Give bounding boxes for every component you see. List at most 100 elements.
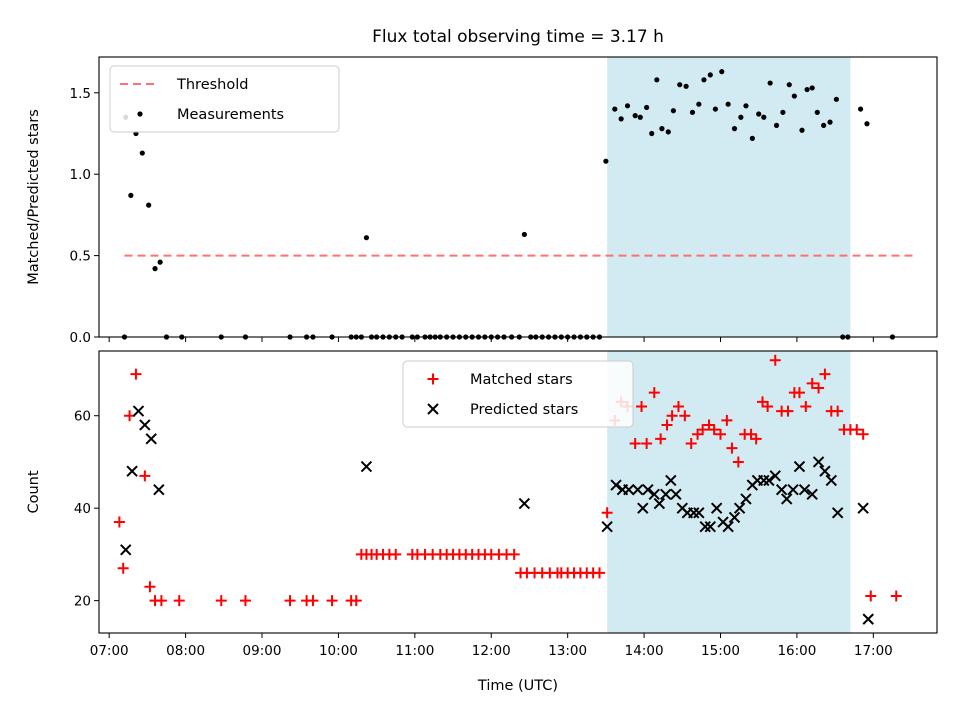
chart1-series-0-point: [806, 377, 818, 389]
chart0-series-1-point: [665, 129, 671, 135]
chart0-series-1-point: [725, 101, 731, 107]
chart0-series-1-point: [677, 82, 683, 88]
chart1-series-0-point: [661, 419, 673, 431]
chart1-y-axis-label: Count: [26, 470, 42, 513]
chart0-series-1-point: [689, 109, 696, 115]
chart1-series-0-point: [832, 405, 844, 417]
chart1-series-0-point: [594, 567, 606, 579]
chart1-series-0-point: [139, 470, 151, 482]
chart1-series-0-point: [726, 442, 738, 454]
chart0-series-1-point: [799, 127, 805, 133]
chart0-series-1-point: [756, 111, 762, 117]
chart1-series-0-point: [721, 414, 733, 426]
chart1-series-0-point: [708, 424, 720, 436]
chart0-y-tick-label: 0.5: [70, 249, 91, 265]
chart1-series-1-point: [763, 474, 775, 487]
chart1-x-tick-label: 08:00: [166, 643, 205, 659]
chart1-series-1-point: [665, 474, 677, 487]
chart1-series-0-point: [793, 387, 805, 399]
chart0-series-1-point: [743, 103, 749, 109]
chart1-series-1-point: [610, 479, 622, 491]
chart1-x-tick-label: 15:00: [701, 643, 740, 659]
chart1-series-1-point: [862, 613, 874, 625]
chart1-series-0-point: [130, 368, 142, 380]
chart1-series-1-point: [518, 497, 531, 510]
chart0-legend-label: Measurements: [177, 107, 284, 123]
chart1-series-1-point: [699, 520, 711, 533]
chart1-series-0-point: [117, 562, 129, 574]
chart1-series-1-point: [733, 502, 746, 514]
chart1-series-1-point: [688, 507, 700, 519]
chart0-series-1-point: [833, 96, 839, 102]
chart1-series-1-point: [153, 483, 165, 496]
chart1-series-0-point: [636, 400, 648, 412]
chart0-series-1-point: [791, 93, 797, 99]
chart1-series-0-point: [350, 595, 362, 607]
chart0-series-1-point: [670, 108, 676, 114]
chart0-series-1-point: [139, 150, 145, 156]
chart1-series-1-point: [120, 544, 132, 556]
chart1-series-1-point: [145, 433, 157, 445]
chart1-series-0-point: [215, 595, 227, 607]
chart1-series-1-point: [781, 493, 793, 505]
chart1-series-1-point: [775, 483, 788, 496]
chart1-series-0-point: [672, 400, 684, 412]
chart0-y-tick-label: 1.5: [70, 86, 91, 102]
chart0-series-1-point: [821, 122, 827, 128]
chart1-series-0-point: [113, 516, 125, 528]
chart0-series-1-point: [809, 85, 815, 91]
chart1-x-tick-label: 11:00: [395, 643, 434, 659]
chart1-x-tick-label: 14:00: [625, 643, 664, 659]
chart1-series-0-point: [307, 595, 319, 607]
chart1-series-0-point: [239, 595, 251, 607]
chart1-frame: [98, 350, 938, 634]
chart1-legend-swatch-x: [427, 403, 439, 415]
chart0-series-1-point: [827, 119, 833, 125]
chart1-series-0-point: [769, 354, 781, 366]
chart1-series-1-point: [126, 465, 138, 477]
chart1-series-0-point: [851, 424, 863, 436]
chart1-series-0-point: [155, 595, 167, 607]
chart0-y-tick-label: 0.0: [70, 330, 91, 346]
chart0-series-1-point: [780, 109, 786, 115]
chart0-series-1-point: [659, 126, 665, 132]
chart0-series-1-point: [654, 77, 660, 83]
top-panel: 0.0 0.5 1.0 1.5 Matched/Predicted stars Thres…: [26, 56, 938, 346]
chart1-legend-box: [402, 360, 634, 428]
chart0-series-1-point: [644, 104, 650, 111]
chart0-series-1-point: [773, 122, 780, 128]
chart1-series-1-point: [693, 507, 705, 519]
chart0-series-1-point: [767, 80, 773, 86]
chart1-x-tick-label: 13:00: [548, 643, 587, 659]
chart1-series-1-point: [637, 502, 649, 514]
chart1-series-1-point: [806, 488, 818, 501]
chart1-series-1-point: [642, 483, 654, 496]
chart1-y-tick-label: 40: [74, 501, 91, 517]
chart1-series-0-point: [813, 382, 825, 394]
chart0-y-tick-label: 1.0: [70, 167, 91, 183]
chart1-series-1-point: [660, 488, 672, 501]
chart1-series-1-point: [623, 483, 635, 496]
chart0-series-1-point: [603, 158, 609, 164]
chart0-legend-box: [109, 65, 340, 133]
chart1-x-axis-label: Time (UTC): [477, 678, 558, 694]
chart0-series-1-point: [707, 72, 713, 78]
chart1-x-tick-label: 10:00: [319, 643, 358, 659]
chart1-series-1-point: [819, 465, 831, 477]
chart1-series-1-point: [632, 483, 644, 496]
chart1-series-0-point: [173, 595, 185, 607]
chart0-series-1-point: [701, 77, 707, 83]
chart1-series-0-point: [890, 590, 902, 602]
chart0-series-1-point: [152, 266, 158, 272]
chart1-series-0-point: [390, 548, 402, 560]
chart1-series-0-point: [655, 433, 667, 445]
chart1-series-1-point: [360, 460, 373, 473]
chart1-series-1-point: [722, 520, 734, 533]
chart0-series-1-point: [749, 135, 755, 141]
chart0-series-1-point: [649, 130, 655, 137]
chart1-series-0-point: [762, 400, 774, 412]
chart1-series-1-point: [825, 474, 838, 487]
chart1-legend-label: Matched stars: [470, 372, 573, 388]
chart0-series-1-point: [157, 259, 163, 265]
chart1-series-1-point: [831, 507, 844, 519]
